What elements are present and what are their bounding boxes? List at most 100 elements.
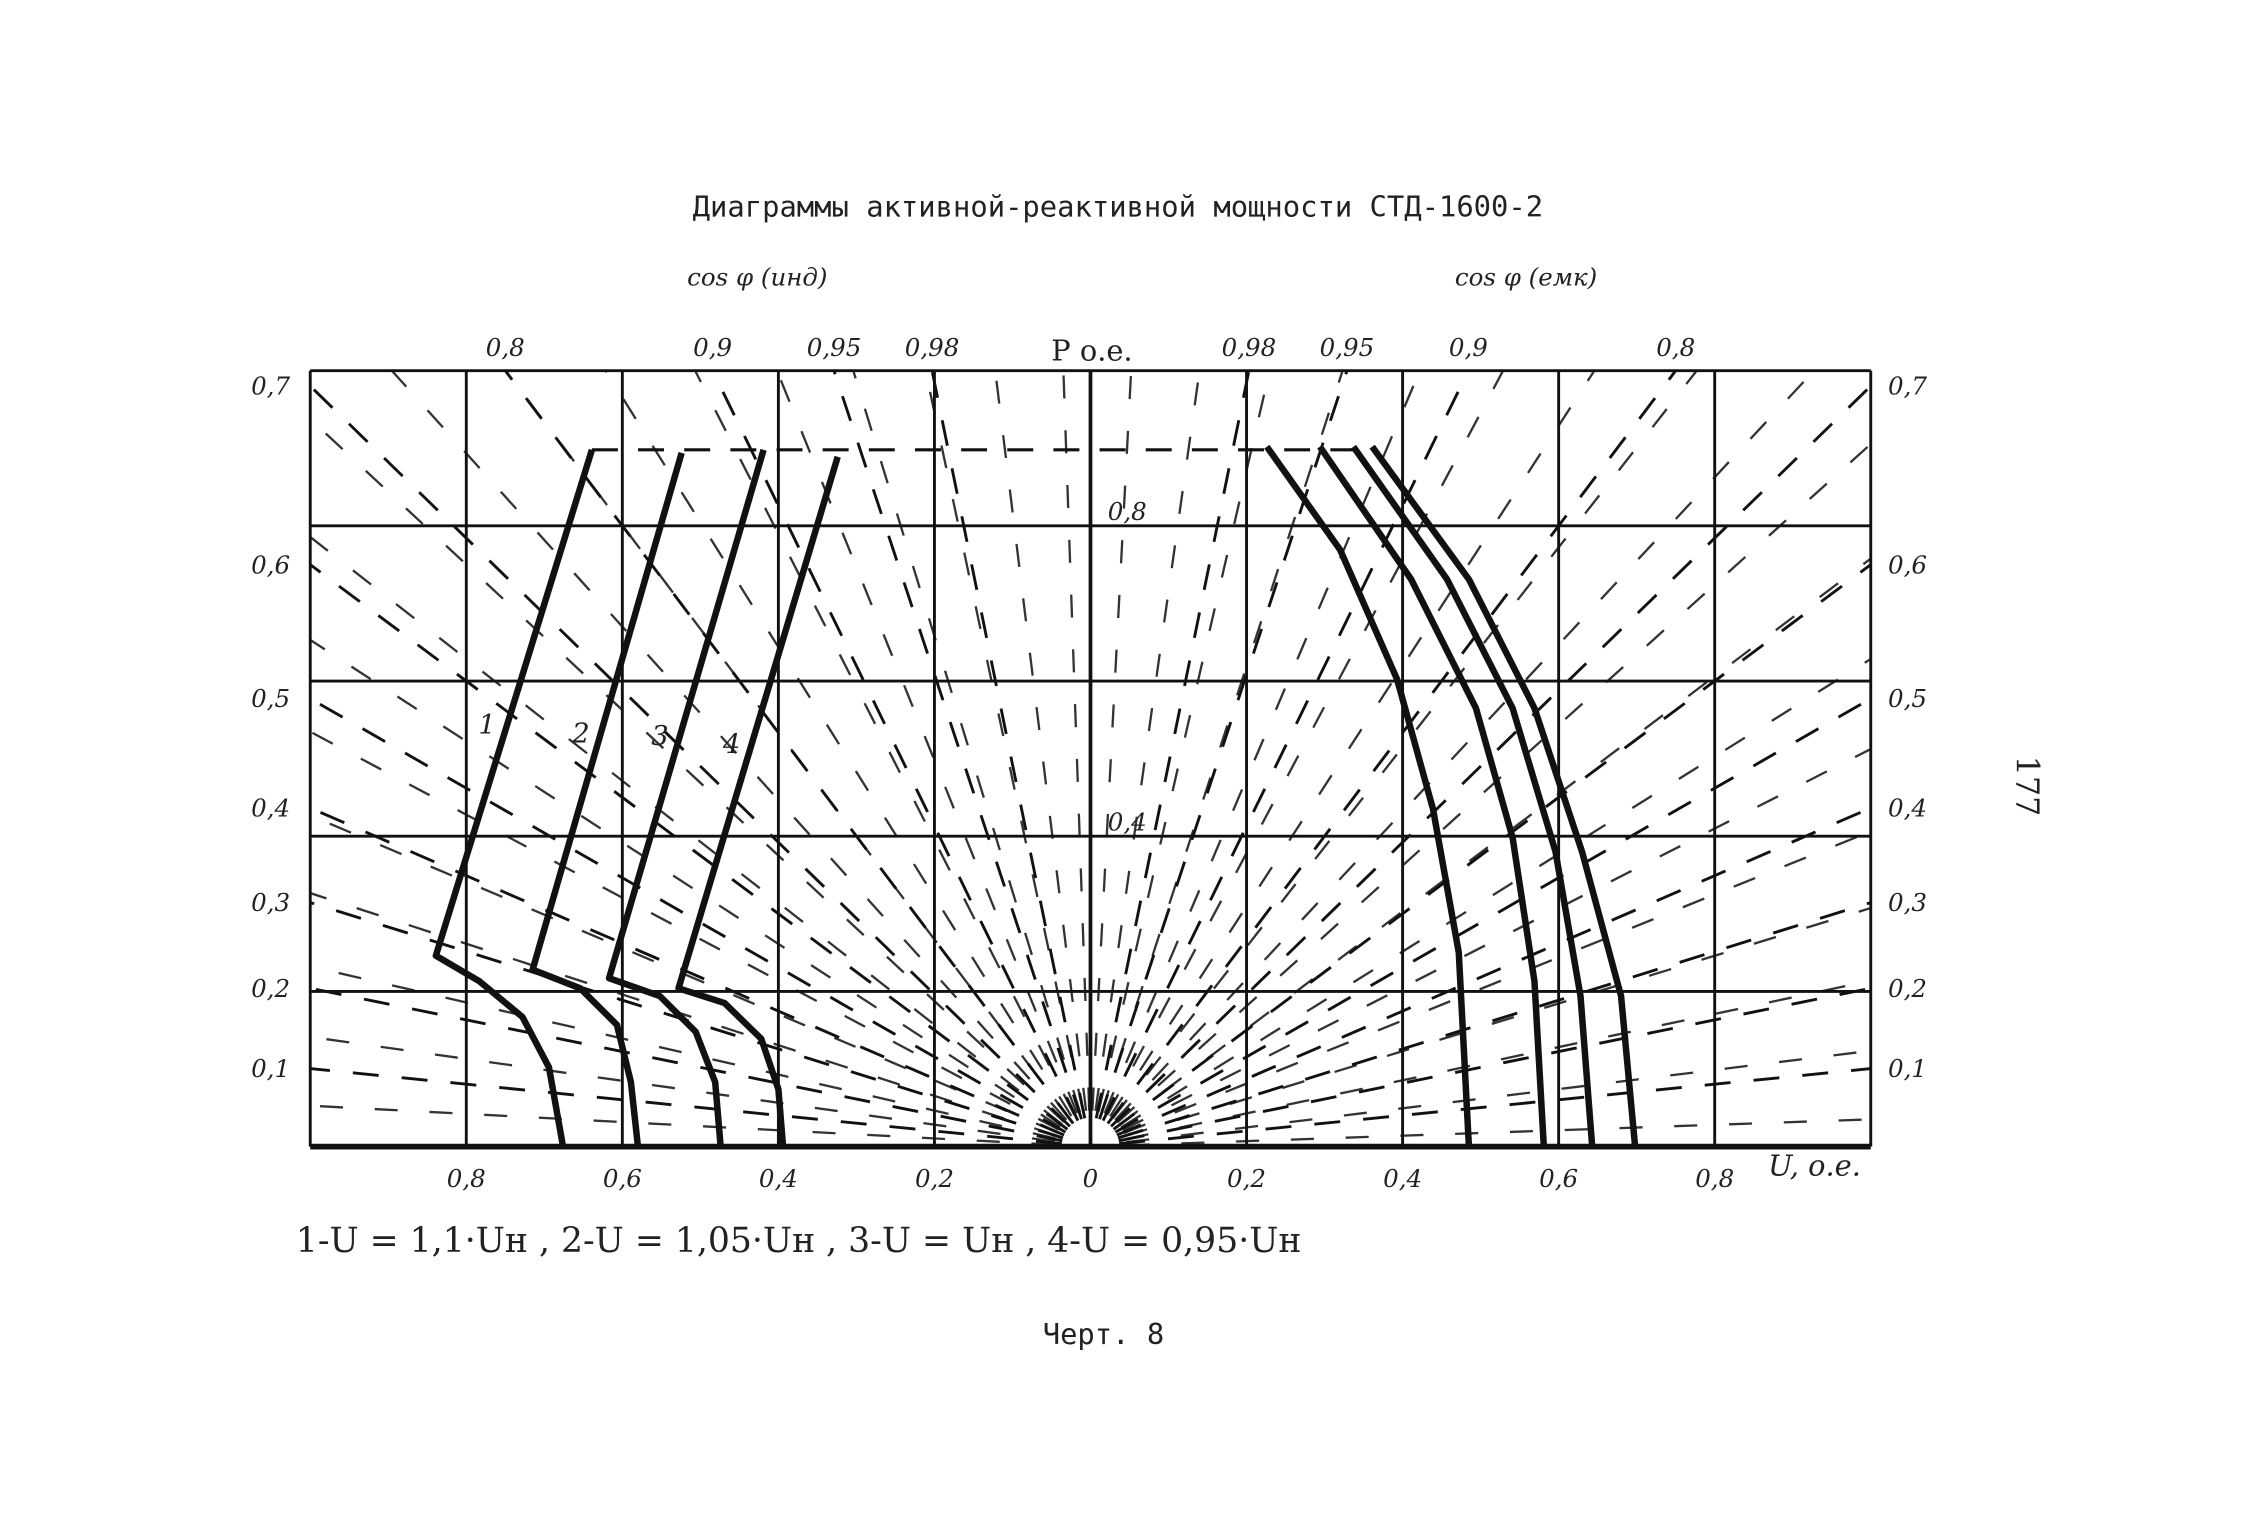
cos-phi-label: 0,4 [1888, 794, 1927, 823]
curve [675, 455, 841, 1147]
decor-ray [1111, 370, 1699, 1119]
cos-phi-label: 0,98 [905, 333, 960, 362]
y-tick-label: 0,4 [1108, 807, 1147, 836]
decor-ray [1124, 906, 1871, 1138]
cos-phi-ray [1098, 370, 1349, 1120]
cos-phi-ray [711, 370, 1080, 1122]
x-tick-label: 0,4 [1383, 1164, 1422, 1193]
decor-ray [604, 370, 1073, 1117]
decor-ray [1116, 442, 1871, 1124]
cos-phi-label: 0,6 [251, 550, 290, 579]
caption: Черт. 8 [1043, 1317, 1165, 1351]
decor-ray [1126, 1118, 1871, 1147]
left-label: cos φ (инд) [687, 263, 827, 292]
cos-phi-ray [1119, 1067, 1871, 1146]
cos-phi-label: 0,4 [251, 794, 290, 823]
cos-phi-ray [930, 370, 1087, 1119]
cos-phi-label: 0,8 [1656, 333, 1695, 362]
curve [529, 452, 685, 1147]
decor-ray [504, 370, 1070, 1119]
cos-phi-label: 0,5 [251, 684, 290, 713]
cos-phi-label: 0,9 [1449, 333, 1488, 362]
decor-ray [310, 730, 1060, 1131]
cos-phi-label: 0,7 [251, 372, 290, 401]
cos-phi-ray [1110, 384, 1872, 1128]
cos-phi-label: 0,3 [1888, 888, 1927, 917]
decor-ray [924, 370, 1085, 1112]
cos-phi-label: 0,8 [486, 333, 525, 362]
decor-ray [1126, 1049, 1871, 1144]
cos-phi-label: 0,98 [1222, 333, 1277, 362]
decor-ray [310, 1104, 1055, 1146]
decor-ray [1109, 370, 1596, 1117]
decor-ray [310, 638, 1061, 1128]
curve [1350, 444, 1596, 1147]
cos-phi-ray [310, 1067, 1062, 1146]
curve-label: 4 [722, 730, 740, 761]
decor-ray [1106, 370, 1505, 1116]
cos-phi-label: 0,1 [1888, 1054, 1927, 1083]
decor-ray [310, 535, 1063, 1126]
cos-phi-label: 0,95 [1320, 333, 1375, 362]
x-tick-label: 0,2 [915, 1164, 954, 1193]
plot: 0,8 0,6 0,4 0,2 0 0,2 0,4 0,6 0,8 0,4 0,8 0,98 0,98 0… [251, 333, 1927, 1193]
cos-phi-ray [1118, 986, 1872, 1143]
decor-ray [1103, 370, 1422, 1114]
page-number: 177 [2008, 756, 2044, 817]
x-tick-label: 0,8 [1695, 1164, 1734, 1193]
decor-ray [1091, 370, 1133, 1111]
cos-phi-ray [504, 369, 1075, 1125]
curve [1264, 444, 1473, 1147]
decor-ray [390, 370, 1068, 1121]
decor-ray [310, 814, 1058, 1134]
x-tick-label: 0 [1083, 1164, 1099, 1193]
cos-phi-ray [309, 384, 1071, 1128]
x-tick-label: 0,2 [1227, 1164, 1266, 1193]
y-axis-label: Р о.е. [1051, 334, 1132, 368]
cos-phi-label: 0,9 [693, 333, 732, 362]
curve [1369, 444, 1639, 1147]
cos-phi-label: 0,6 [1888, 550, 1927, 579]
x-tick-label: 0,6 [1539, 1164, 1578, 1193]
decor-ray [1120, 657, 1871, 1129]
curve-label: 2 [571, 718, 589, 749]
cos-phi-ray [832, 370, 1083, 1120]
right-label: cos φ (емк) [1455, 263, 1597, 292]
decor-ray [775, 370, 1079, 1114]
title: Диаграммы активной-реактивной мощности С… [693, 189, 1543, 223]
x-tick-label: 0,6 [603, 1164, 642, 1193]
decor-ray [1122, 747, 1871, 1132]
cos-phi-ray [1094, 370, 1251, 1119]
decor-ray [310, 417, 1065, 1123]
legend-text: 1-U = 1,1·Uн , 2-U = 1,05·Uн , 3-U = Uн … [296, 1221, 1302, 1261]
cos-phi-ray [309, 986, 1063, 1143]
cos-phi-label: 0,95 [807, 333, 862, 362]
decor-ray [1118, 557, 1871, 1126]
x-tick-label: 0,8 [447, 1164, 486, 1193]
y-tick-label: 0,8 [1108, 497, 1147, 526]
cos-phi-label: 0,2 [1888, 974, 1927, 1003]
x-axis-label: U, о.е. [1768, 1148, 1861, 1182]
cos-phi-label: 0,5 [1888, 684, 1927, 713]
cos-phi-label: 0,1 [251, 1054, 290, 1083]
decor-ray [310, 891, 1057, 1137]
curve-label: 1 [478, 710, 495, 741]
cos-phi-ray [309, 697, 1067, 1134]
decor-ray [1123, 830, 1871, 1135]
x-tick-label: 0,4 [759, 1164, 798, 1193]
curve [605, 448, 767, 1147]
decor-ray [1100, 370, 1344, 1113]
curve [1317, 444, 1548, 1147]
decor-ray [1114, 370, 1816, 1122]
decor-ray [994, 370, 1088, 1111]
cos-phi-ray [309, 806, 1065, 1137]
curve-label: 3 [651, 721, 668, 752]
decor-ray [1094, 370, 1201, 1112]
cos-phi-ray [309, 563, 1069, 1131]
cos-phi-ray [1112, 563, 1872, 1131]
decor-ray [852, 370, 1082, 1113]
decor-ray [1062, 370, 1091, 1111]
decor-ray [310, 965, 1056, 1140]
